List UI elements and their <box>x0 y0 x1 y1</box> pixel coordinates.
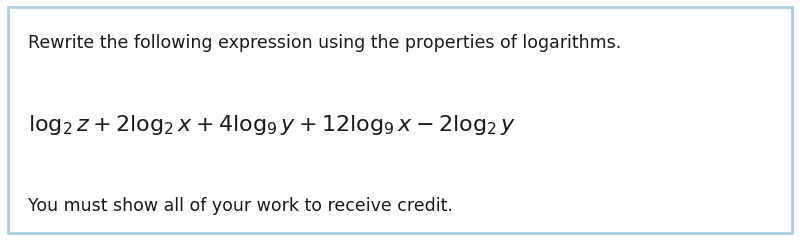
FancyBboxPatch shape <box>8 7 792 233</box>
Text: Rewrite the following expression using the properties of logarithms.: Rewrite the following expression using t… <box>28 34 622 52</box>
Text: $\log_2 z + 2\log_2 x + 4\log_9 y + 12\log_9 x - 2\log_2 y$: $\log_2 z + 2\log_2 x + 4\log_9 y + 12\l… <box>28 113 516 137</box>
Text: You must show all of your work to receive credit.: You must show all of your work to receiv… <box>28 197 453 216</box>
